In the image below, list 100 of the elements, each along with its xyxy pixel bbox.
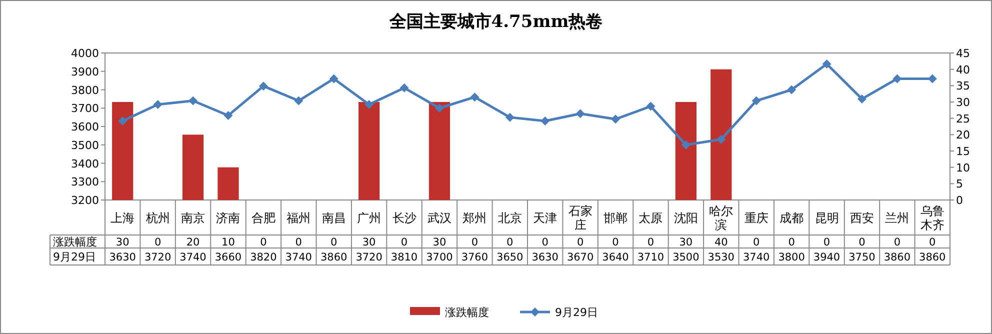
x-tick-label: 广州 [357, 211, 382, 225]
x-tick-label: 石家庄 [568, 204, 592, 232]
point [822, 60, 832, 69]
data-label: 3940 [813, 252, 840, 264]
data-label: 30 [432, 236, 446, 248]
legend-label: 9月29日 [555, 306, 598, 319]
data-label: 0 [647, 236, 654, 248]
data-label: 30 [679, 236, 693, 248]
x-tick-label: 福州 [286, 211, 311, 225]
bar [182, 134, 204, 200]
x-tick-label: 合肥 [251, 211, 276, 225]
data-label: 3630 [532, 252, 558, 264]
data-label: 3530 [708, 252, 735, 264]
y-tick-label: 4000 [71, 47, 99, 60]
y-tick-label: 3200 [71, 194, 99, 207]
data-label: 0 [788, 236, 795, 248]
data-label: 3650 [496, 252, 524, 264]
y2-tick-label: 10 [956, 161, 970, 174]
point [787, 85, 796, 94]
chart-title: 全国主要城市4.75mm热卷 [388, 12, 603, 32]
point [153, 100, 162, 109]
data-label: 0 [260, 236, 267, 248]
data-label: 0 [295, 236, 302, 248]
data-label: 3860 [919, 252, 946, 264]
text: 涨跌幅度 [53, 236, 97, 248]
data-label: 10 [222, 236, 235, 248]
x-tick-label: 乌鲁木齐 [920, 204, 944, 232]
point [434, 104, 444, 113]
point [294, 96, 304, 106]
x-tick-label: 哈尔滨 [709, 204, 734, 232]
data-label: 0 [576, 236, 584, 248]
y2-tick-label: 30 [956, 96, 970, 109]
x-tick-label: 太原 [638, 211, 663, 225]
data-label: 0 [858, 236, 866, 248]
data-label: 3810 [390, 252, 418, 264]
data-label: 3640 [602, 252, 629, 264]
data-label: 3740 [742, 252, 770, 264]
x-tick-label: 昆明 [814, 211, 839, 225]
x-tick-label: 北京 [498, 211, 522, 225]
point [505, 112, 514, 122]
point [470, 92, 480, 102]
data-label: 3720 [356, 252, 382, 264]
point [716, 134, 726, 144]
data-label: 0 [894, 236, 901, 248]
y-tick-label: 3500 [71, 138, 99, 152]
y-tick-label: 3300 [71, 176, 99, 189]
data-label: 3660 [214, 252, 242, 264]
point [188, 96, 198, 106]
x-tick-label: 南京 [181, 211, 206, 225]
data-label: 30 [362, 236, 376, 248]
y2-tick-label: 40 [956, 63, 970, 76]
data-label: 3740 [285, 252, 312, 264]
data-label: 3750 [848, 252, 876, 264]
data-label: 40 [714, 236, 728, 248]
data-label: 3740 [180, 252, 206, 264]
data-label: 0 [330, 236, 338, 248]
x-tick-label: 长沙 [392, 211, 416, 225]
x-tick-label: 西安 [850, 211, 874, 225]
x-tick-label: 杭州 [144, 211, 170, 225]
point [400, 83, 409, 92]
y2-tick-label: 15 [956, 145, 970, 158]
data-label: 0 [400, 236, 408, 248]
data-label: 3670 [566, 252, 594, 264]
data-label: 30 [116, 236, 130, 248]
point [857, 94, 866, 104]
x-tick-label: 济南 [216, 211, 240, 225]
data-label: 20 [186, 236, 200, 248]
point [576, 109, 585, 118]
data-label: 0 [542, 236, 548, 248]
x-tick-label: 上海 [110, 211, 135, 225]
x-tick-label: 成都 [780, 211, 804, 225]
text: 9月29日 [53, 250, 96, 264]
x-tick-label: 重庆 [744, 211, 768, 225]
x-tick-label: 沈阳 [674, 211, 698, 225]
x-tick-label: 郑州 [462, 211, 487, 225]
y2-tick-label: 0 [956, 194, 963, 207]
x-tick-label: 兰州 [885, 211, 910, 225]
y-tick-label: 3600 [71, 120, 99, 134]
y2-tick-label: 35 [956, 80, 970, 93]
y2-tick-label: 20 [956, 128, 970, 142]
data-label: 0 [506, 236, 514, 248]
data-label: 0 [753, 236, 760, 248]
data-label: 3860 [884, 252, 911, 264]
point [118, 116, 128, 126]
data-label: 3630 [109, 252, 136, 264]
data-label: 0 [823, 236, 830, 248]
point [540, 116, 550, 126]
x-tick-label: 南昌 [322, 211, 346, 225]
point [329, 74, 338, 84]
data-label: 0 [154, 236, 162, 248]
data-label: 3710 [637, 252, 664, 264]
point [646, 102, 656, 111]
y-tick-label: 3400 [71, 157, 99, 170]
bar [675, 102, 696, 200]
bar [428, 102, 450, 200]
point [224, 110, 233, 120]
y2-tick-label: 5 [956, 178, 963, 191]
point [611, 114, 620, 124]
point [364, 100, 374, 109]
y2-tick-label: 25 [956, 112, 970, 126]
